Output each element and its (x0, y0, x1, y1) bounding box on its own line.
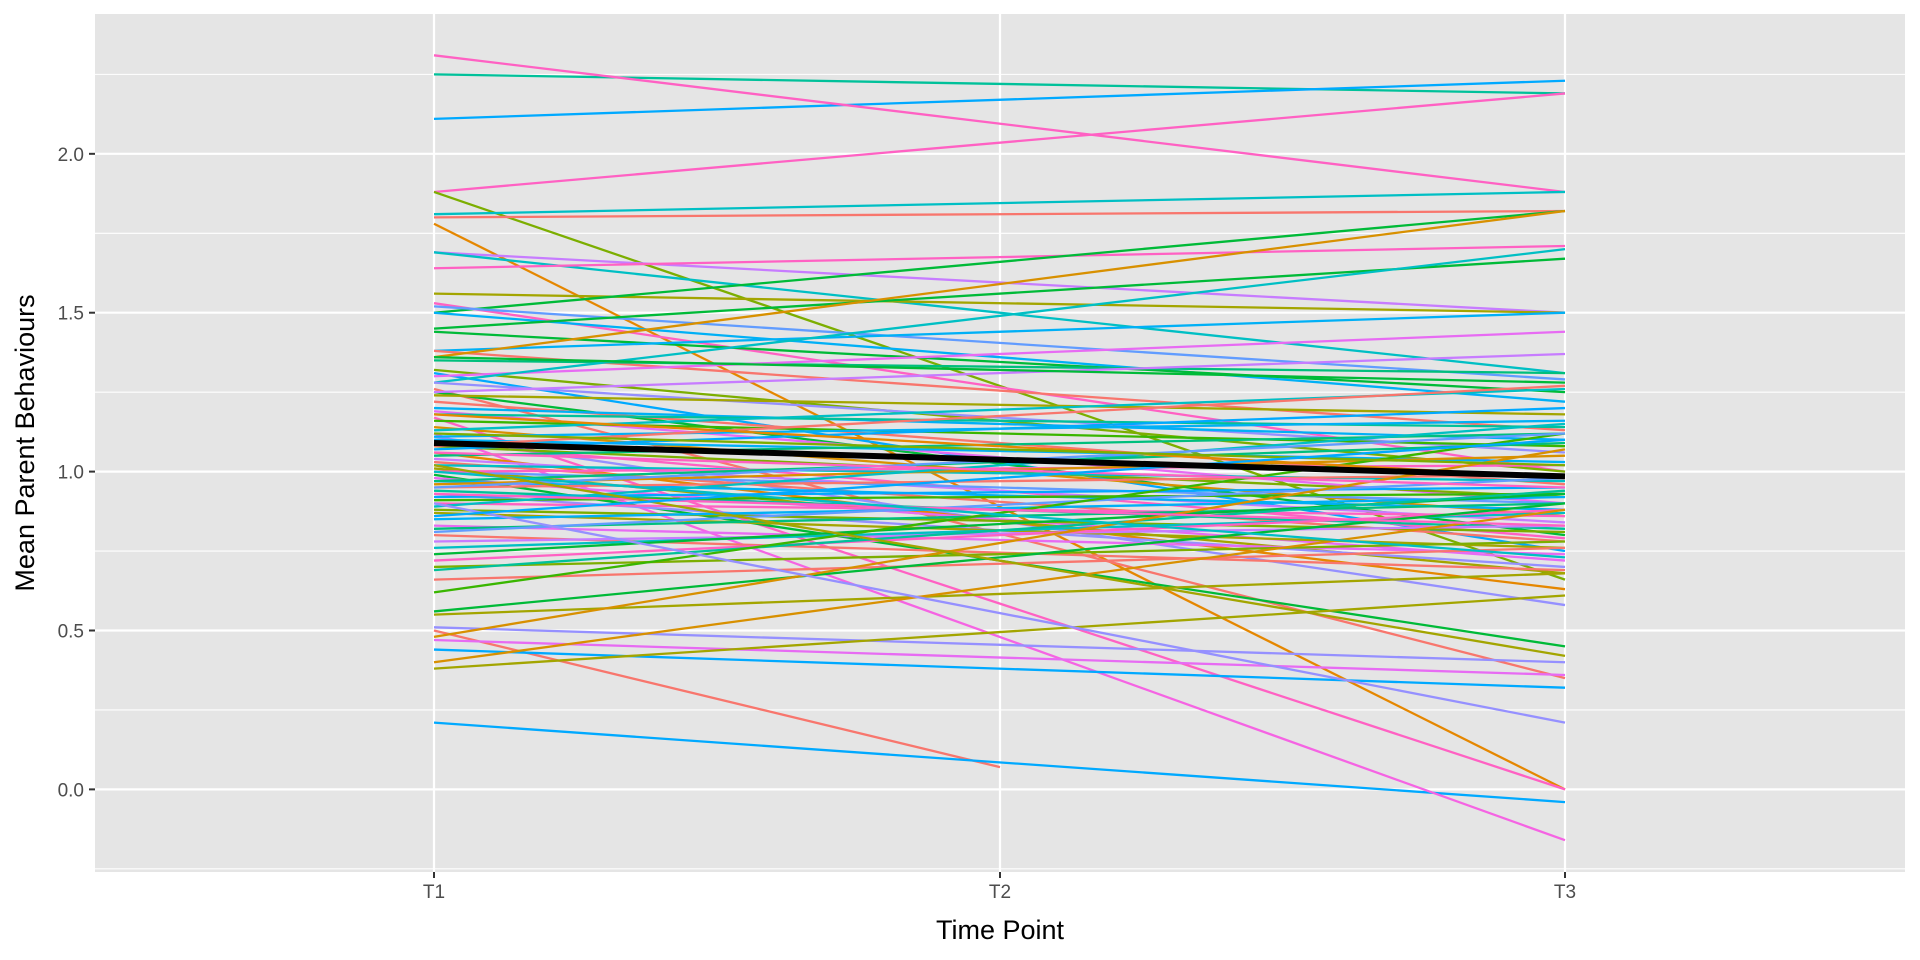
series-line-22 (433, 349, 1566, 432)
y-tick-label: 0.0 (58, 780, 84, 801)
x-tick-label: T2 (989, 882, 1011, 903)
series-line-2 (433, 721, 1566, 804)
series-line-12 (433, 251, 1566, 375)
series-line-85 (433, 638, 1566, 677)
series-line-13 (433, 244, 1566, 270)
mean-line-layer (433, 440, 1566, 480)
y-axis: 0.0 0.5 1.0 1.5 2.0 (58, 145, 95, 801)
series-line-23 (433, 209, 1566, 359)
series-line-76 (433, 508, 1566, 562)
series-line-69 (433, 524, 1566, 556)
series-line-34 (433, 406, 1566, 441)
series-line-87 (433, 508, 1566, 664)
series-line-77 (433, 540, 1566, 569)
y-tick-label: 1.0 (58, 463, 84, 484)
series-line-51 (433, 464, 1566, 483)
series-line-89 (433, 419, 1566, 438)
series-line-88 (433, 594, 1566, 670)
y-tick-label: 0.5 (58, 621, 84, 642)
series-line-82 (433, 572, 1566, 616)
series-line-101 (433, 451, 1566, 489)
y-axis-title: Mean Parent Behaviours (10, 294, 40, 591)
y-tick-label: 2.0 (58, 145, 84, 166)
series-line-41 (433, 432, 1566, 842)
series-line-78 (433, 489, 1566, 572)
series-line-27 (433, 330, 1566, 378)
series-lines (433, 54, 1566, 842)
series-line-8 (433, 190, 1566, 216)
x-axis: T1 T2 T3 (423, 872, 1576, 903)
series-line-65 (433, 422, 1566, 508)
series-line-98 (433, 464, 1566, 658)
series-line-95 (433, 432, 1566, 467)
series-line-102 (433, 438, 1566, 518)
series-line-11 (433, 251, 1566, 314)
series-line-53 (433, 470, 1566, 505)
series-line-83 (433, 626, 1566, 664)
x-tick-label: T3 (1554, 882, 1576, 903)
series-line-70 (433, 502, 1566, 530)
series-line-90 (433, 384, 1566, 448)
series-line-99 (433, 502, 1566, 724)
mean-trend-line (433, 440, 1566, 480)
series-line-5 (433, 54, 1566, 194)
series-line-36 (433, 413, 1566, 429)
series-line-6 (433, 92, 1566, 194)
series-line-97 (433, 352, 1566, 394)
series-line-68 (433, 495, 1566, 521)
series-line-9 (433, 209, 1566, 219)
series-line-96 (433, 470, 1566, 559)
series-line-15 (433, 209, 1566, 314)
series-line-20 (433, 330, 1566, 394)
x-axis-title: Time Point (936, 915, 1065, 945)
series-line-92 (433, 492, 1566, 527)
series-line-100 (433, 356, 1566, 384)
series-line-17 (433, 305, 1566, 381)
series-line-18 (433, 311, 1566, 403)
y-tick-label: 1.5 (58, 304, 84, 325)
series-line-21 (433, 311, 1566, 352)
x-tick-label: T1 (423, 882, 445, 903)
series-line-62 (433, 486, 1566, 499)
series-line-71 (433, 476, 1566, 534)
series-line-79 (433, 546, 1566, 581)
series-line-32 (433, 394, 1566, 416)
series-line-93 (433, 413, 1566, 480)
series-line-4 (433, 79, 1566, 121)
